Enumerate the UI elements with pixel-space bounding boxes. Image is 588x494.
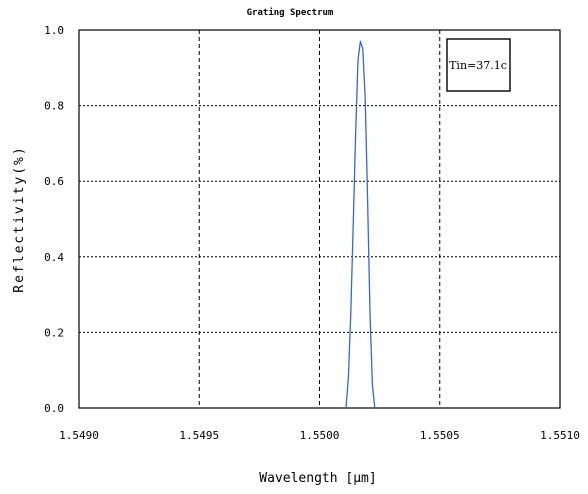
chart-title: Grating Spectrum xyxy=(247,7,334,18)
x-tick-label: 1.5500 xyxy=(300,429,340,442)
x-axis-label: Wavelength [µm] xyxy=(259,471,376,486)
x-tick-labels: 1.5490 1.5495 1.5500 1.5505 1.5510 xyxy=(59,429,580,442)
y-tick-label: 0.6 xyxy=(44,175,64,188)
x-tick-label: 1.5495 xyxy=(179,429,219,442)
y-tick-label: 1.0 xyxy=(44,24,64,37)
y-tick-label: 0.4 xyxy=(44,251,64,264)
annotation-text: Tin=37.1c xyxy=(449,59,507,72)
y-tick-labels: 0.0 0.2 0.4 0.6 0.8 1.0 xyxy=(44,24,64,415)
y-tick-label: 0.0 xyxy=(44,402,64,415)
series-layer xyxy=(345,40,376,409)
x-tick-label: 1.5510 xyxy=(540,429,580,442)
y-tick-label: 0.8 xyxy=(44,100,64,113)
y-axis-label: Reflectivity(%) xyxy=(12,145,27,292)
x-tick-label: 1.5490 xyxy=(59,429,99,442)
x-tick-label: 1.5505 xyxy=(420,429,460,442)
annotation-box xyxy=(446,38,511,92)
grid xyxy=(79,30,560,408)
plot-frame xyxy=(78,29,561,409)
y-tick-label: 0.2 xyxy=(44,326,64,339)
reflectivity-series-line xyxy=(345,40,376,409)
